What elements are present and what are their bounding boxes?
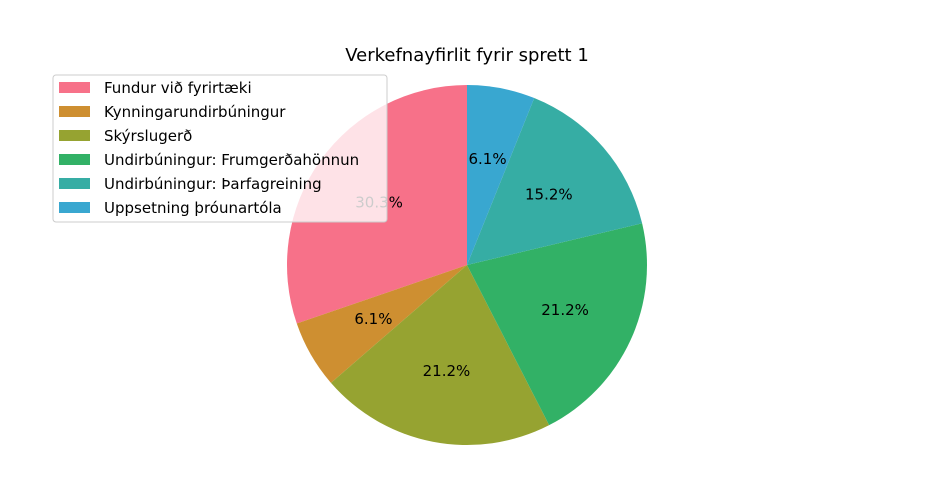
pie-slice-label-6: 6.1% (468, 150, 506, 168)
legend-swatch-5 (59, 178, 90, 189)
legend-label-3: Skýrslugerð (104, 127, 192, 145)
legend: Fundur við fyrirtæki Kynningarundirbúning… (52, 74, 388, 223)
legend-swatch-4 (59, 154, 90, 165)
pie-slice-labels: 30.3%6.1%21.2%21.2%15.2%6.1% (354, 150, 589, 380)
legend-swatch-6 (59, 202, 90, 213)
legend-label-4: Undirbúningur: Frumgerðahönnun (104, 151, 359, 169)
pie-slice-label-5: 15.2% (525, 186, 573, 204)
pie-slices (286, 85, 647, 445)
pie-slice-3 (330, 265, 550, 445)
pie-slice-label-4: 21.2% (541, 301, 589, 319)
pie-slice-5 (467, 98, 643, 265)
legend-swatch-1 (59, 82, 90, 93)
legend-items: Fundur við fyrirtæki Kynningarundirbúning… (59, 79, 359, 217)
legend-swatch-3 (59, 130, 90, 141)
pie-slice-label-3: 21.2% (423, 362, 471, 380)
legend-swatch-2 (59, 106, 90, 117)
legend-label-5: Undirbúningur: Þarfagreining (104, 175, 322, 193)
legend-label-1: Fundur við fyrirtæki (104, 79, 252, 97)
chart-title: Verkefnayfirlit fyrir sprett 1 (345, 45, 589, 66)
legend-label-6: Uppsetning þróunartóla (104, 199, 282, 217)
pie-slice-6 (467, 85, 535, 265)
pie-slice-4 (467, 223, 647, 426)
legend-label-2: Kynningarundirbúningur (104, 103, 286, 121)
pie-slice-2 (296, 265, 467, 383)
legend-frame (52, 74, 388, 223)
pie-slice-label-2: 6.1% (354, 310, 392, 328)
